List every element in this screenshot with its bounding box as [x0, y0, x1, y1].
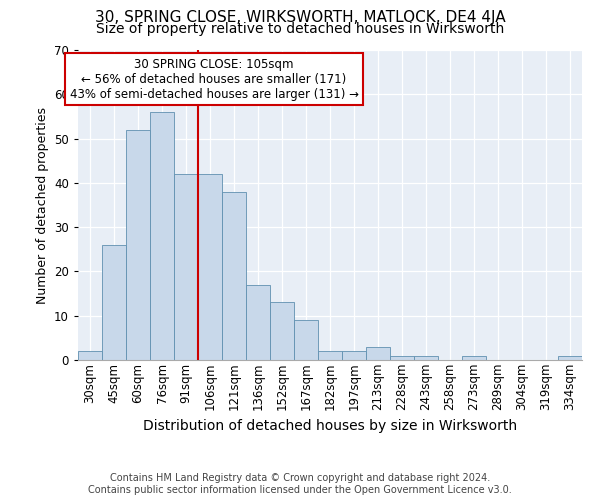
- Bar: [174, 174, 198, 360]
- Y-axis label: Number of detached properties: Number of detached properties: [35, 106, 49, 304]
- Bar: [198, 174, 222, 360]
- Bar: [318, 351, 342, 360]
- Text: Size of property relative to detached houses in Wirksworth: Size of property relative to detached ho…: [96, 22, 504, 36]
- Bar: [462, 356, 486, 360]
- Bar: [222, 192, 246, 360]
- Text: 30, SPRING CLOSE, WIRKSWORTH, MATLOCK, DE4 4JA: 30, SPRING CLOSE, WIRKSWORTH, MATLOCK, D…: [95, 10, 505, 25]
- Bar: [390, 356, 414, 360]
- Bar: [102, 245, 126, 360]
- Bar: [558, 356, 582, 360]
- Bar: [126, 130, 150, 360]
- Bar: [342, 351, 366, 360]
- Bar: [294, 320, 318, 360]
- Text: Contains HM Land Registry data © Crown copyright and database right 2024.
Contai: Contains HM Land Registry data © Crown c…: [88, 474, 512, 495]
- Bar: [366, 346, 390, 360]
- Bar: [150, 112, 174, 360]
- Bar: [78, 351, 102, 360]
- Bar: [270, 302, 294, 360]
- Bar: [246, 284, 270, 360]
- X-axis label: Distribution of detached houses by size in Wirksworth: Distribution of detached houses by size …: [143, 418, 517, 432]
- Text: 30 SPRING CLOSE: 105sqm
← 56% of detached houses are smaller (171)
43% of semi-d: 30 SPRING CLOSE: 105sqm ← 56% of detache…: [70, 58, 359, 101]
- Bar: [414, 356, 438, 360]
